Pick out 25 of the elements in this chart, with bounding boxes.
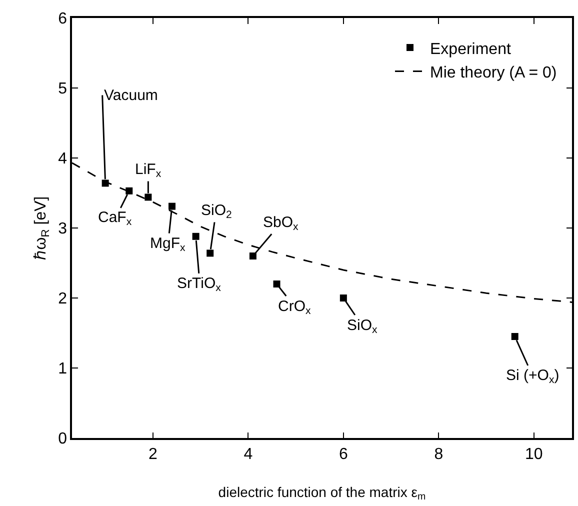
- y-tick-label: 1: [58, 360, 68, 378]
- annotation: Vacuum: [104, 87, 158, 104]
- annotation: MgF$_{x}$: [150, 235, 186, 254]
- x-tick-label: 10: [525, 446, 543, 463]
- annotation: CaF$_{x}$: [98, 209, 132, 228]
- annotation: SiO$_{x}$: [347, 317, 378, 336]
- x-tick-label: 8: [434, 446, 444, 463]
- annotation: SbO$_{x}$: [263, 214, 300, 234]
- x-tick-label: 2: [148, 446, 158, 463]
- annotation: Si (+O$_{x}$): [506, 367, 560, 386]
- y-tick-label: 0: [58, 430, 68, 448]
- y-tick-label: 6: [58, 10, 68, 28]
- x-tick-label: 6: [338, 446, 348, 463]
- y-tick-label: 5: [58, 80, 68, 98]
- annotation: LiF$_{x}$: [135, 161, 162, 180]
- y-tick-label: 2: [58, 290, 68, 308]
- annotation: SiO$_{2}$: [201, 202, 232, 222]
- annotation: CrO$_{x}$: [278, 298, 312, 318]
- legend-label: Experiment: [430, 40, 512, 58]
- x-axis-title: dielectric function of the matrix ε$_{m}$: [218, 484, 426, 503]
- legend-label: Mie theory (A = 0): [430, 64, 557, 82]
- y-tick-label: 4: [58, 150, 68, 168]
- annotation: SrTiO$_{x}$: [177, 275, 222, 294]
- y-tick-label: 3: [58, 220, 68, 238]
- x-tick-label: 4: [244, 446, 253, 463]
